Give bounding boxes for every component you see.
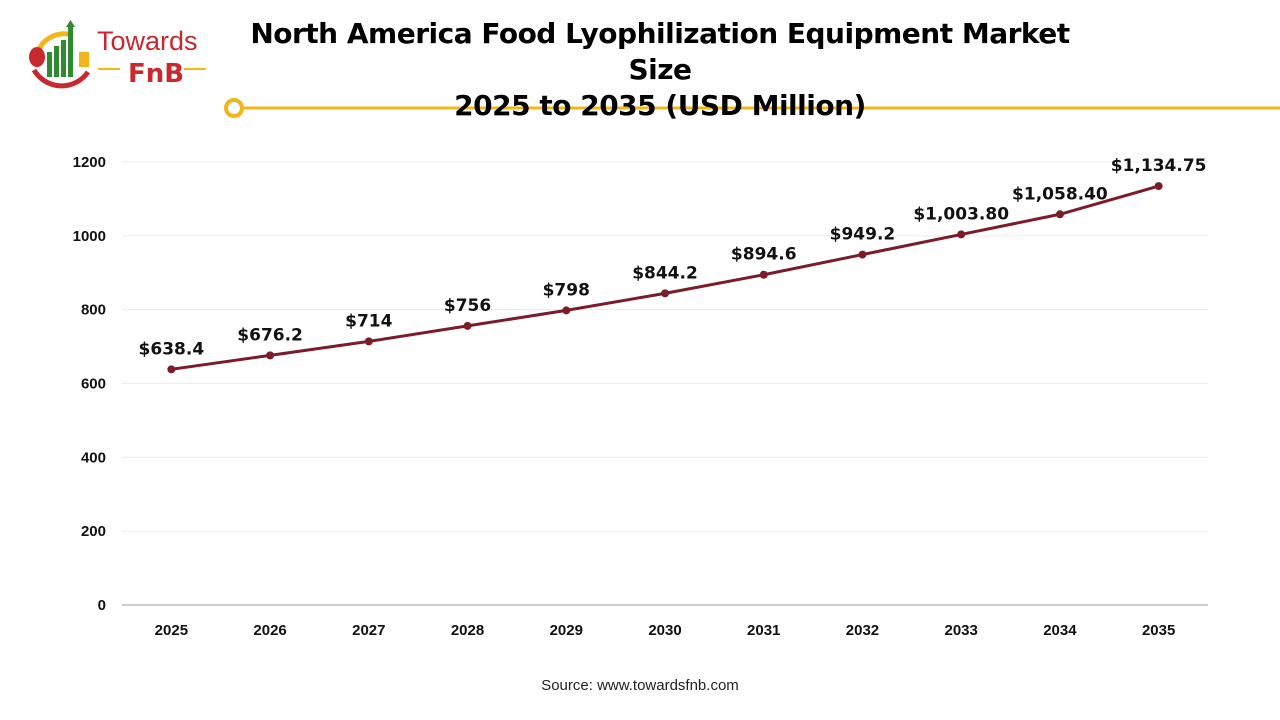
title-line-1: North America Food Lyophilization Equipm… <box>250 17 1070 86</box>
x-tick-label: 2028 <box>451 622 484 639</box>
data-label: $1,058.40 <box>1012 184 1108 204</box>
data-label: $1,003.80 <box>913 204 1009 224</box>
data-point <box>167 365 176 374</box>
data-point <box>1055 210 1064 219</box>
title-line-2: 2025 to 2035 (USD Million) <box>454 89 866 122</box>
data-point <box>661 289 669 298</box>
x-tick-label: 2031 <box>747 622 780 639</box>
x-tick-label: 2025 <box>155 622 188 639</box>
data-point <box>759 270 768 279</box>
y-tick-label: 200 <box>81 523 106 540</box>
x-tick-label: 2029 <box>550 622 583 639</box>
x-tick-label: 2027 <box>352 622 385 639</box>
chart-title: North America Food Lyophilization Equipm… <box>250 16 1070 124</box>
data-point <box>1154 182 1163 191</box>
logo-text-bottom: FnB <box>128 59 184 89</box>
data-label: $638.4 <box>139 339 205 359</box>
x-tick-label: 2035 <box>1142 622 1175 639</box>
x-tick-label: 2026 <box>253 622 286 639</box>
y-tick-label: 800 <box>81 302 106 319</box>
y-tick-label: 1000 <box>73 228 106 245</box>
data-label: $894.6 <box>731 245 797 265</box>
data-label: $676.2 <box>237 325 303 345</box>
data-label: $1,134.75 <box>1111 156 1207 176</box>
header-divider-knob <box>224 98 244 118</box>
logo-text-top: Towards <box>97 26 198 56</box>
data-label: $844.2 <box>632 263 698 283</box>
data-point <box>266 351 275 360</box>
data-label: $949.2 <box>830 225 896 245</box>
data-point <box>463 321 472 330</box>
data-point <box>957 230 966 239</box>
data-point <box>858 250 867 259</box>
data-label: $798 <box>543 280 590 300</box>
x-tick-label: 2033 <box>944 622 977 639</box>
data-label: $756 <box>444 296 491 316</box>
y-tick-label: 0 <box>98 597 106 614</box>
x-tick-label: 2032 <box>846 622 879 639</box>
x-tick-label: 2034 <box>1043 622 1077 639</box>
y-tick-label: 400 <box>81 449 106 466</box>
y-tick-label: 600 <box>81 376 106 393</box>
logo: Towards FnB <box>29 20 206 89</box>
data-point <box>562 306 571 315</box>
data-point <box>364 337 373 346</box>
source-note: Source: www.towardsfnb.com <box>541 677 739 694</box>
y-tick-label: 1200 <box>73 154 106 171</box>
x-tick-label: 2030 <box>648 622 681 639</box>
data-label: $714 <box>345 311 392 331</box>
